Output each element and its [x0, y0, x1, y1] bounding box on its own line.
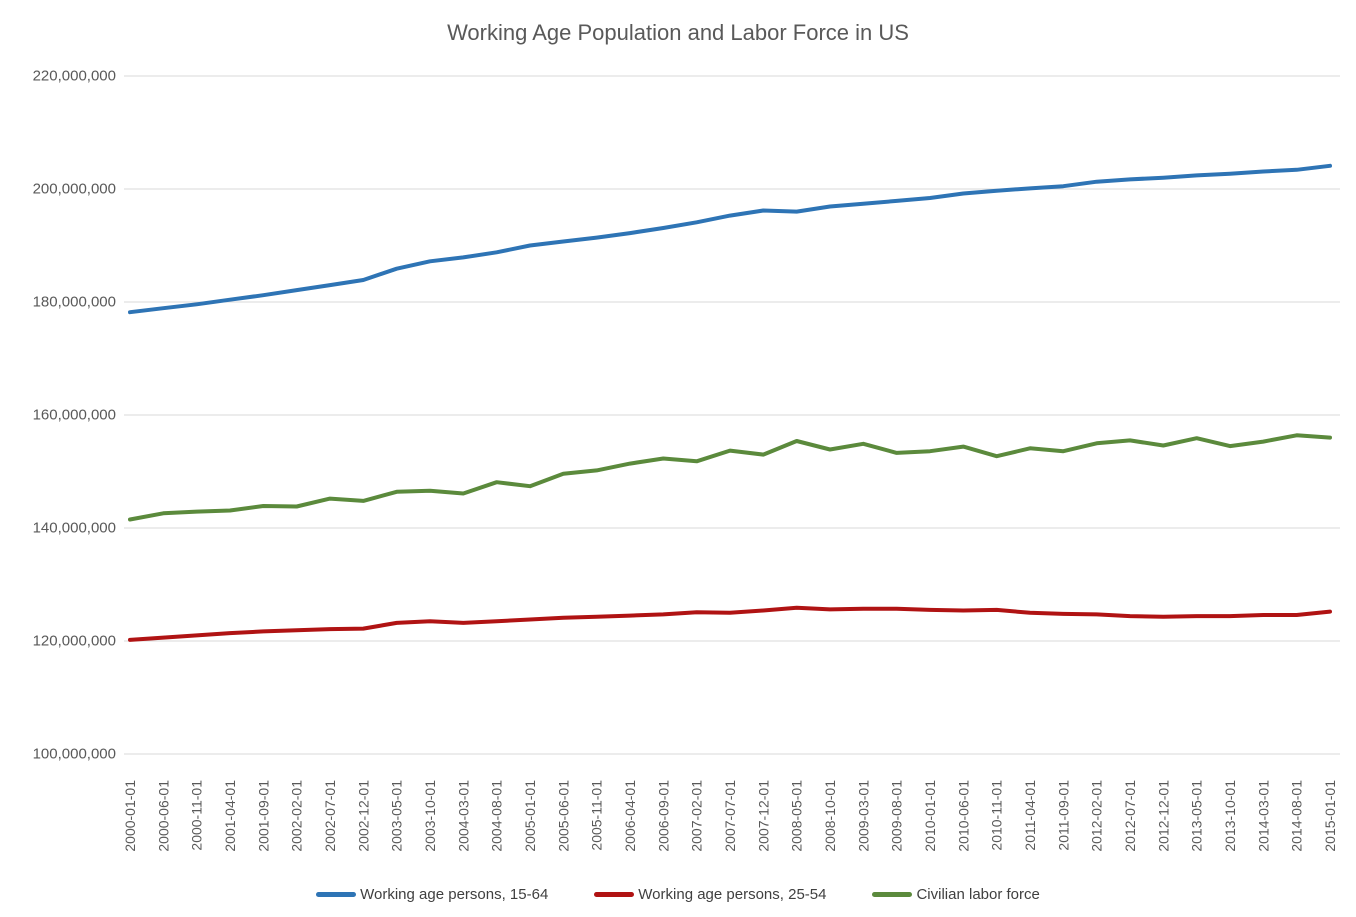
x-tick-label: 2010-01-01 — [922, 780, 938, 852]
x-tick-label: 2014-08-01 — [1289, 780, 1305, 852]
legend-line-swatch — [594, 892, 635, 897]
chart-title: Working Age Population and Labor Force i… — [447, 20, 909, 45]
x-tick-label: 2010-11-01 — [989, 780, 1005, 851]
legend-item-civilian-labor-force: Civilian labor force — [872, 886, 1040, 903]
x-tick-label: 2005-06-01 — [555, 780, 571, 852]
x-tick-label: 2015-01-01 — [1322, 780, 1338, 852]
y-tick-label: 120,000,000 — [33, 633, 116, 650]
y-tick-label: 200,000,000 — [33, 181, 116, 198]
x-tick-label: 2011-09-01 — [1055, 780, 1071, 851]
x-tick-label: 2013-05-01 — [1189, 780, 1205, 852]
x-tick-label: 2007-07-01 — [722, 780, 738, 852]
x-tick-label: 2007-02-01 — [689, 780, 705, 852]
x-tick-label: 2008-10-01 — [822, 780, 838, 852]
x-tick-label: 2001-04-01 — [222, 780, 238, 852]
x-tick-label: 2012-02-01 — [1089, 780, 1105, 852]
y-tick-label: 140,000,000 — [33, 520, 116, 537]
x-tick-label: 2003-05-01 — [389, 780, 405, 852]
chart-legend: Working age persons, 15-64 Working age pe… — [0, 886, 1356, 903]
x-tick-label: 2010-06-01 — [955, 780, 971, 852]
legend-label: Working age persons, 15-64 — [360, 886, 549, 903]
x-tick-label: 2002-07-01 — [322, 780, 338, 852]
legend-label: Working age persons, 25-54 — [638, 886, 827, 903]
y-tick-label: 100,000,000 — [33, 746, 116, 763]
x-tick-label: 2003-10-01 — [422, 780, 438, 852]
x-tick-label: 2002-12-01 — [355, 780, 371, 852]
y-tick-label: 160,000,000 — [33, 407, 116, 424]
x-tick-label: 2000-01-01 — [122, 780, 138, 852]
x-tick-label: 2000-11-01 — [189, 780, 205, 851]
x-tick-label: 2013-10-01 — [1222, 780, 1238, 852]
legend-item-working-age-persons-15-64: Working age persons, 15-64 — [316, 886, 548, 903]
x-tick-label: 2006-09-01 — [655, 780, 671, 852]
legend-item-working-age-persons-25-54: Working age persons, 25-54 — [594, 886, 826, 903]
x-tick-label: 2006-04-01 — [622, 780, 638, 852]
x-tick-label: 2004-08-01 — [489, 780, 505, 852]
series-line-civilian-labor-force — [128, 433, 1332, 522]
x-tick-label: 2002-02-01 — [289, 780, 305, 852]
x-tick-label: 2005-11-01 — [589, 780, 605, 851]
x-tick-label: 2012-12-01 — [1155, 780, 1171, 852]
x-tick-label: 2011-04-01 — [1022, 780, 1038, 851]
x-tick-label: 2001-09-01 — [255, 780, 271, 852]
x-tick-label: 2012-07-01 — [1122, 780, 1138, 852]
x-tick-label: 2005-01-01 — [522, 780, 538, 852]
x-tick-label: 2009-08-01 — [889, 780, 905, 852]
series-line-working-age-persons-15-64 — [128, 163, 1332, 315]
series-line-working-age-persons-25-54 — [128, 605, 1332, 642]
legend-label: Civilian labor force — [916, 886, 1040, 903]
y-tick-label: 180,000,000 — [33, 294, 116, 311]
x-tick-label: 2000-06-01 — [155, 780, 171, 852]
legend-line-swatch — [316, 892, 357, 897]
x-tick-label: 2009-03-01 — [855, 780, 871, 852]
x-tick-label: 2004-03-01 — [455, 780, 471, 852]
x-tick-label: 2014-03-01 — [1255, 780, 1271, 852]
legend-line-swatch — [872, 892, 913, 897]
x-tick-label: 2008-05-01 — [789, 780, 805, 852]
x-tick-label: 2007-12-01 — [755, 780, 771, 852]
y-tick-label: 220,000,000 — [33, 68, 116, 85]
